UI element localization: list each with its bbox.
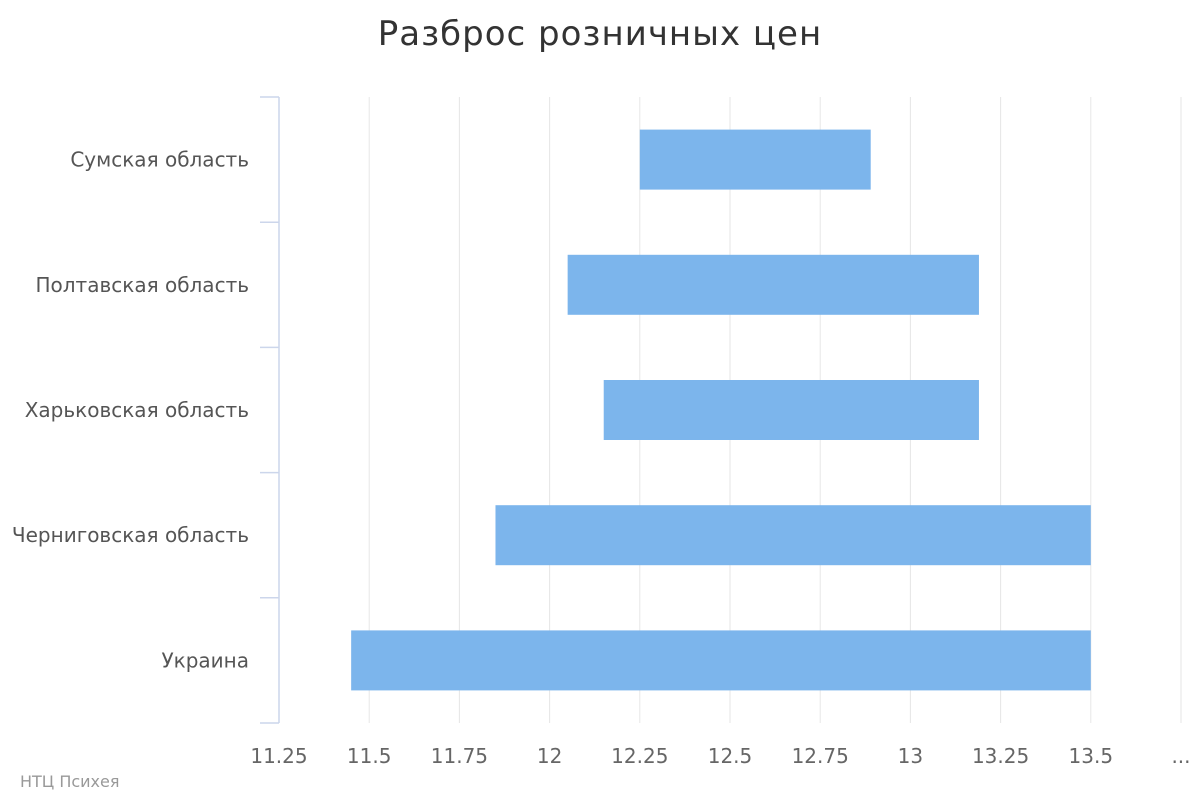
- x-tick-label: 11.75: [431, 744, 488, 768]
- x-tick-label: 11.5: [347, 744, 392, 768]
- category-label: Черниговская область: [12, 523, 249, 547]
- bars: [351, 129, 1091, 691]
- range-bar: [639, 129, 871, 190]
- category-label: Сумская область: [70, 148, 249, 172]
- range-bar: [567, 254, 979, 315]
- credits-text[interactable]: НТЦ Психея: [20, 772, 120, 791]
- category-labels: Сумская область Полтавская область Харьков…: [12, 148, 249, 673]
- chart-title: Разброс розничных цен: [377, 14, 823, 54]
- x-tick-label: 12: [537, 744, 562, 768]
- category-label: Украина: [161, 648, 249, 672]
- range-bar: [351, 630, 1091, 691]
- range-bar: [603, 380, 979, 440]
- category-label: Полтавская область: [35, 273, 249, 297]
- x-tick-label: ...: [1171, 744, 1190, 768]
- x-tick-label: 13: [898, 744, 923, 768]
- x-tick-label: 13.5: [1069, 744, 1114, 768]
- x-tick-label: 12.5: [708, 744, 753, 768]
- x-tick-label: 11.25: [250, 744, 307, 768]
- category-axis: [260, 96, 280, 724]
- x-tick-label: 12.75: [792, 744, 849, 768]
- x-tick-label: 12.25: [611, 744, 668, 768]
- range-bar: [495, 505, 1091, 566]
- category-label: Харьковская область: [25, 398, 249, 422]
- x-tick-label: 13.25: [972, 744, 1029, 768]
- x-tick-labels: 11.25 11.5 11.75 12 12.25 12.5 12.75 13 13.25 13.…: [250, 744, 1190, 768]
